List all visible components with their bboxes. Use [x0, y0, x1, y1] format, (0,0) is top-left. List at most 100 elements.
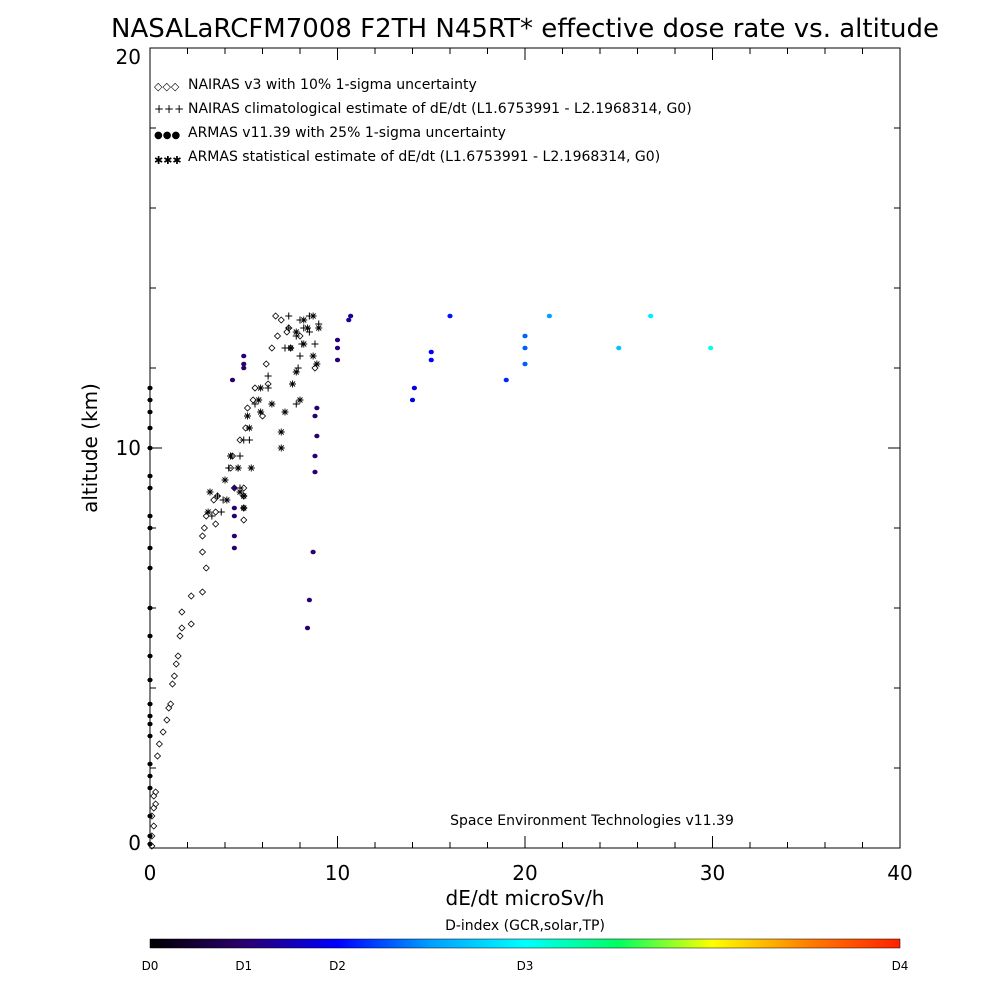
nairas-point: [240, 484, 248, 492]
armas-point: [241, 365, 247, 371]
nairas-clim-point: [236, 452, 244, 460]
nairas-point: [262, 360, 270, 368]
armas-stat-point: [309, 312, 317, 320]
armas-point: [147, 525, 153, 531]
armas-stat-point: [240, 492, 248, 500]
colorbar-label: D2: [329, 959, 346, 973]
nairas-point: [198, 532, 207, 540]
nairas-clim-point: [251, 400, 259, 408]
y-tick-labels: 0 10 20: [116, 45, 141, 855]
nairas-point: [198, 548, 207, 556]
armas-stat-point: [292, 368, 300, 376]
nairas-point: [268, 344, 276, 352]
armas-point: [312, 469, 318, 475]
armas-point: [306, 597, 312, 603]
chart-title: NASALaRCFM7008 F2TH N45RT* effective dos…: [111, 14, 939, 44]
y-axis-label: altitude (km): [78, 383, 102, 513]
armas-point: [147, 813, 153, 819]
nairas-clim-point: [285, 312, 293, 320]
colorbar-title: D-index (GCR,solar,TP): [445, 918, 605, 934]
armas-stat-point: [304, 324, 311, 332]
nairas-point: [168, 680, 177, 688]
nairas-point: [152, 788, 160, 796]
nairas-point: [155, 740, 163, 748]
nairas-point: [150, 804, 158, 812]
legend-marker-nairas-clim: +++: [154, 102, 184, 116]
armas-point: [231, 485, 237, 491]
armas-point: [147, 473, 153, 479]
axis-ticks: [149, 47, 901, 849]
armas-stat-point: [289, 380, 296, 388]
legend-label-nairas-clim: NAIRAS climatological estimate of dE/dt …: [188, 101, 692, 117]
colorbar-label: D1: [235, 959, 252, 973]
x-tick-label: 0: [144, 861, 157, 885]
armas-stat-point: [236, 488, 244, 496]
nairas-point: [187, 620, 195, 628]
armas-stat-point: [204, 508, 212, 516]
armas-point: [147, 677, 153, 683]
x-tick-labels: 0 10 20 30 40: [144, 861, 913, 885]
armas-stat-point: [255, 396, 263, 404]
armas-stat-point: [277, 428, 285, 436]
armas-stat-point: [300, 316, 308, 324]
nairas-point: [187, 592, 195, 600]
armas-point: [147, 485, 153, 491]
data-points: [147, 312, 714, 850]
armas-point: [546, 313, 552, 319]
nairas-point: [198, 588, 207, 596]
armas-point: [241, 361, 247, 367]
nairas-point: [273, 332, 282, 340]
armas-point: [522, 345, 528, 351]
armas-point: [346, 317, 352, 323]
armas-stat-point: [257, 384, 265, 392]
armas-stat-point: [234, 464, 242, 472]
nairas-point: [152, 800, 160, 808]
nairas-clim-point: [311, 340, 319, 348]
armas-point: [428, 357, 434, 363]
armas-point: [147, 721, 153, 727]
nairas-point: [167, 700, 175, 708]
armas-point: [304, 625, 311, 631]
armas-point: [147, 397, 153, 403]
armas-stat-point: [268, 400, 276, 408]
nairas-clim-point: [214, 492, 221, 500]
nairas-clim-point: [264, 372, 272, 380]
y-tick-label: 10: [116, 436, 141, 460]
armas-point: [648, 313, 654, 319]
nairas-point: [240, 516, 248, 524]
nairas-point: [163, 716, 171, 724]
nairas-point: [243, 404, 252, 412]
armas-point: [522, 333, 528, 339]
nairas-point: [236, 436, 244, 444]
nairas-point: [174, 652, 182, 660]
nairas-clim-point: [225, 464, 233, 472]
armas-stat-point: [227, 452, 235, 460]
armas-point: [334, 345, 341, 351]
armas-point: [147, 409, 153, 415]
nairas-point: [277, 316, 285, 324]
armas-point: [147, 445, 153, 451]
armas-point: [409, 397, 416, 403]
armas-stat-point: [300, 340, 308, 348]
armas-point: [147, 385, 153, 391]
nairas-point: [178, 624, 186, 632]
armas-stat-point: [287, 344, 295, 352]
nairas-point: [242, 424, 250, 432]
armas-point: [147, 761, 153, 767]
legend-label-armas-stat: ARMAS statistical estimate of dE/dt (L1.…: [188, 149, 660, 165]
nairas-point: [153, 752, 162, 760]
nairas-point: [170, 672, 178, 680]
nairas-point: [272, 312, 280, 320]
legend-label-armas: ARMAS v11.39 with 25% 1-sigma uncertaint…: [188, 125, 506, 141]
nairas-point: [178, 608, 186, 616]
plot-frame: [149, 47, 901, 849]
armas-stat-point: [221, 476, 229, 484]
armas-point: [147, 605, 153, 611]
x-tick-label: 40: [887, 861, 912, 885]
legend: ◇◇◇ NAIRAS v3 with 10% 1-sigma uncertain…: [154, 77, 692, 167]
armas-point: [348, 313, 354, 319]
nairas-clim-point: [285, 324, 293, 332]
armas-point: [428, 349, 434, 355]
armas-point: [241, 353, 247, 359]
colorbar-label: D0: [142, 959, 159, 973]
